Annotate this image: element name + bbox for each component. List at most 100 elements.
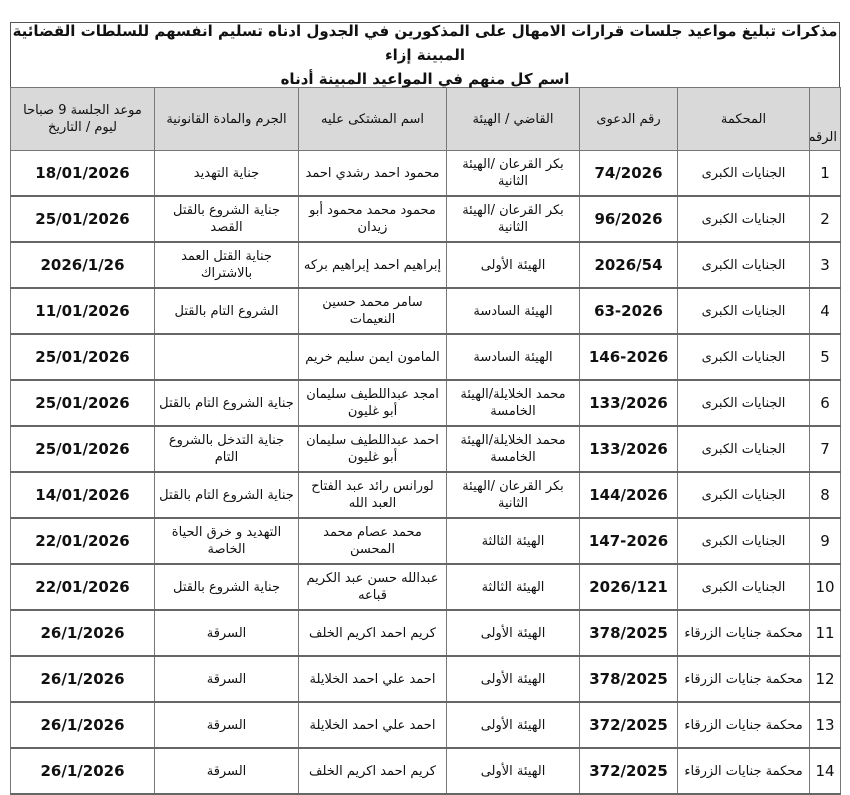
header-row: الرقم المحكمة رقم الدعوى القاضي / الهيئة… xyxy=(10,87,841,151)
cell-date: 26/1/2026 xyxy=(10,701,155,749)
cell-crime: السرقة xyxy=(154,701,299,749)
cell-name: امجد عبداللطيف سليمان أبو غليون xyxy=(298,379,447,427)
table-row: 12 محكمة جنايات الزرقاء 378/2025 الهيئة الأ… xyxy=(10,655,841,703)
cell-date: 22/01/2026 xyxy=(10,517,155,565)
cell-crime: الشروع التام بالقتل xyxy=(154,287,299,335)
cell-num: 6 xyxy=(809,379,841,427)
cell-crime: جناية القتل العمد بالاشتراك xyxy=(154,241,299,289)
table-row: 11 محكمة جنايات الزرقاء 378/2025 الهيئة الأ… xyxy=(10,609,841,657)
cell-case: 372/2025 xyxy=(579,701,678,749)
header-date: موعد الجلسة 9 صباحا ليوم / التاريخ xyxy=(10,87,155,151)
cell-name: احمد علي احمد الخلايلة xyxy=(298,655,447,703)
cell-court: الجنايات الكبرى xyxy=(677,287,810,335)
header-case: رقم الدعوى xyxy=(579,87,678,151)
cell-name: كريم احمد اكريم الخلف xyxy=(298,747,447,795)
cell-case: 2026/54 xyxy=(579,241,678,289)
cell-crime: جناية التدخل بالشروع التام xyxy=(154,425,299,473)
notice-document: مذكرات تبليغ مواعيد جلسات قرارات الامهال… xyxy=(10,22,841,795)
cell-num: 5 xyxy=(809,333,841,381)
cell-date: 26/1/2026 xyxy=(10,655,155,703)
cell-num: 4 xyxy=(809,287,841,335)
cell-date: 18/01/2026 xyxy=(10,150,155,197)
cell-case: 133/2026 xyxy=(579,425,678,473)
table-row: 14 محكمة جنايات الزرقاء 372/2025 الهيئة الأ… xyxy=(10,747,841,795)
cell-case: 378/2025 xyxy=(579,655,678,703)
header-court: المحكمة xyxy=(677,87,810,151)
cell-court: الجنايات الكبرى xyxy=(677,425,810,473)
cell-name: المامون ايمن سليم خريم xyxy=(298,333,447,381)
cell-date: 14/01/2026 xyxy=(10,471,155,519)
cell-name: محمود محمد محمود أبو زيدان xyxy=(298,195,447,243)
cell-court: الجنايات الكبرى xyxy=(677,195,810,243)
table-row: 8 الجنايات الكبرى 144/2026 بكر القرعان /اله… xyxy=(10,471,841,519)
cell-court: محكمة جنايات الزرقاء xyxy=(677,701,810,749)
cell-judge: الهيئة الثالثة xyxy=(446,563,580,611)
table-row: 9 الجنايات الكبرى 147-2026 الهيئة الثالثة مح… xyxy=(10,517,841,565)
cell-judge: محمد الخلايلة/الهيئة الخامسة xyxy=(446,425,580,473)
cell-judge: بكر القرعان /الهيئة الثانية xyxy=(446,471,580,519)
cell-case: 96/2026 xyxy=(579,195,678,243)
sessions-table: الرقم المحكمة رقم الدعوى القاضي / الهيئة… xyxy=(10,87,841,795)
cell-court: الجنايات الكبرى xyxy=(677,241,810,289)
title-line-1: مذكرات تبليغ مواعيد جلسات قرارات الامهال… xyxy=(12,22,838,64)
cell-crime: جناية التهديد xyxy=(154,150,299,197)
table-row: 3 الجنايات الكبرى 2026/54 الهيئة الأولى إبرا… xyxy=(10,241,841,289)
header-num: الرقم xyxy=(809,87,841,151)
cell-court: محكمة جنايات الزرقاء xyxy=(677,609,810,657)
table-row: 10 الجنايات الكبرى 2026/121 الهيئة الثالثة ع… xyxy=(10,563,841,611)
cell-court: الجنايات الكبرى xyxy=(677,150,810,197)
cell-date: 26/1/2026 xyxy=(10,747,155,795)
cell-court: الجنايات الكبرى xyxy=(677,333,810,381)
table-row: 13 محكمة جنايات الزرقاء 372/2025 الهيئة الأ… xyxy=(10,701,841,749)
cell-name: لورانس رائد عبد الفتاح العبد الله xyxy=(298,471,447,519)
cell-num: 10 xyxy=(809,563,841,611)
title-line-2: اسم كل منهم في المواعيد المبينة أدناه xyxy=(280,70,570,88)
cell-case: 147-2026 xyxy=(579,517,678,565)
table-row: 1 الجنايات الكبرى 74/2026 بكر القرعان /الهي… xyxy=(10,150,841,197)
cell-judge: بكر القرعان /الهيئة الثانية xyxy=(446,195,580,243)
cell-judge: محمد الخلايلة/الهيئة الخامسة xyxy=(446,379,580,427)
cell-court: الجنايات الكبرى xyxy=(677,379,810,427)
cell-num: 3 xyxy=(809,241,841,289)
cell-name: إبراهيم احمد إبراهيم بركه xyxy=(298,241,447,289)
cell-date: 25/01/2026 xyxy=(10,425,155,473)
cell-num: 9 xyxy=(809,517,841,565)
cell-name: كريم احمد اكريم الخلف xyxy=(298,609,447,657)
cell-judge: الهيئة السادسة xyxy=(446,287,580,335)
cell-date: 2026/1/26 xyxy=(10,241,155,289)
header-judge: القاضي / الهيئة xyxy=(446,87,580,151)
cell-date: 25/01/2026 xyxy=(10,379,155,427)
cell-date: 25/01/2026 xyxy=(10,195,155,243)
cell-crime: السرقة xyxy=(154,609,299,657)
cell-crime xyxy=(154,333,299,381)
cell-date: 22/01/2026 xyxy=(10,563,155,611)
cell-crime: جناية الشروع التام بالقتل xyxy=(154,379,299,427)
cell-num: 7 xyxy=(809,425,841,473)
cell-court: الجنايات الكبرى xyxy=(677,563,810,611)
table-row: 2 الجنايات الكبرى 96/2026 بكر القرعان /الهي… xyxy=(10,195,841,243)
cell-case: 372/2025 xyxy=(579,747,678,795)
cell-date: 11/01/2026 xyxy=(10,287,155,335)
cell-case: 63-2026 xyxy=(579,287,678,335)
cell-num: 8 xyxy=(809,471,841,519)
cell-crime: جناية الشروع التام بالقتل xyxy=(154,471,299,519)
cell-case: 133/2026 xyxy=(579,379,678,427)
table-row: 5 الجنايات الكبرى 146-2026 الهيئة السادسة ال… xyxy=(10,333,841,381)
cell-num: 14 xyxy=(809,747,841,795)
cell-name: احمد علي احمد الخلايلة xyxy=(298,701,447,749)
cell-court: محكمة جنايات الزرقاء xyxy=(677,747,810,795)
cell-crime: جناية الشروع بالقتل xyxy=(154,563,299,611)
header-crime: الجرم والمادة القانونية xyxy=(154,87,299,151)
cell-judge: الهيئة الأولى xyxy=(446,747,580,795)
table-row: 4 الجنايات الكبرى 63-2026 الهيئة السادسة سام… xyxy=(10,287,841,335)
cell-court: الجنايات الكبرى xyxy=(677,471,810,519)
cell-name: محمد عصام محمد المحسن xyxy=(298,517,447,565)
cell-name: عبدالله حسن عبد الكريم قباعه xyxy=(298,563,447,611)
table-row: 6 الجنايات الكبرى 133/2026 محمد الخلايلة/ال… xyxy=(10,379,841,427)
cell-crime: السرقة xyxy=(154,747,299,795)
cell-judge: الهيئة الأولى xyxy=(446,609,580,657)
cell-judge: الهيئة الثالثة xyxy=(446,517,580,565)
cell-date: 25/01/2026 xyxy=(10,333,155,381)
document-title: مذكرات تبليغ مواعيد جلسات قرارات الامهال… xyxy=(10,22,840,88)
cell-judge: الهيئة الأولى xyxy=(446,655,580,703)
